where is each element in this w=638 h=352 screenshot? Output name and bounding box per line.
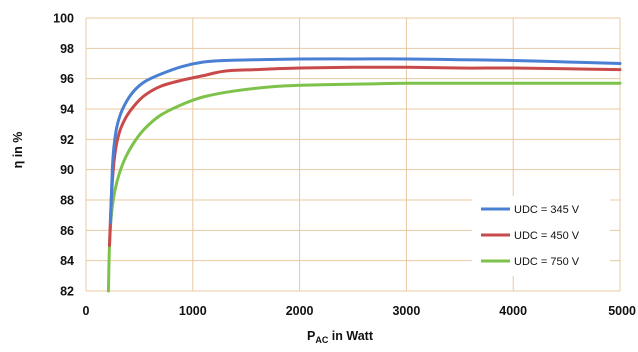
x-tick-label-5000: 5000 — [608, 304, 636, 318]
x-tick-label-2000: 2000 — [286, 304, 314, 318]
x-axis-title-main: P — [307, 329, 315, 343]
y-tick-label-90: 90 — [60, 163, 74, 177]
x-tick-label-1000: 1000 — [179, 304, 207, 318]
x-tick-label-3000: 3000 — [392, 304, 420, 318]
series-line-345 — [109, 57, 622, 225]
x-axis-ticks: 0 1000 2000 3000 4000 5000 — [83, 304, 637, 318]
series-line-450 — [108, 65, 622, 247]
legend: UDC = 345 V UDC = 450 V UDC = 750 V — [472, 196, 610, 276]
y-tick-label-96: 96 — [60, 72, 74, 86]
legend-label-450: UDC = 450 V — [514, 230, 580, 242]
y-tick-label-100: 100 — [53, 12, 74, 26]
y-tick-label-98: 98 — [60, 42, 74, 56]
grid — [85, 17, 621, 292]
y-tick-label-84: 84 — [60, 254, 74, 268]
x-tick-label-4000: 4000 — [499, 304, 527, 318]
legend-item-750: UDC = 750 V — [481, 256, 580, 268]
legend-label-345: UDC = 345 V — [514, 204, 580, 216]
y-tick-label-82: 82 — [60, 285, 74, 299]
y-tick-label-88: 88 — [60, 194, 74, 208]
series-line-750 — [106, 81, 622, 293]
legend-label-750: UDC = 750 V — [514, 256, 580, 268]
y-tick-label-94: 94 — [60, 103, 74, 117]
y-tick-label-86: 86 — [60, 224, 74, 238]
legend-item-450: UDC = 450 V — [481, 230, 580, 242]
x-axis-title-subscript: AC — [315, 335, 328, 345]
y-axis-ticks: 82 84 86 88 90 92 94 96 98 100 — [53, 12, 74, 299]
x-axis-title: PAC in Watt — [307, 329, 374, 345]
x-axis-title-rest: in Watt — [328, 329, 374, 343]
legend-item-345: UDC = 345 V — [481, 204, 580, 216]
y-axis-title: η in % — [11, 132, 25, 169]
y-tick-label-92: 92 — [60, 133, 74, 147]
x-tick-label-0: 0 — [83, 304, 90, 318]
series-layer — [106, 57, 622, 293]
